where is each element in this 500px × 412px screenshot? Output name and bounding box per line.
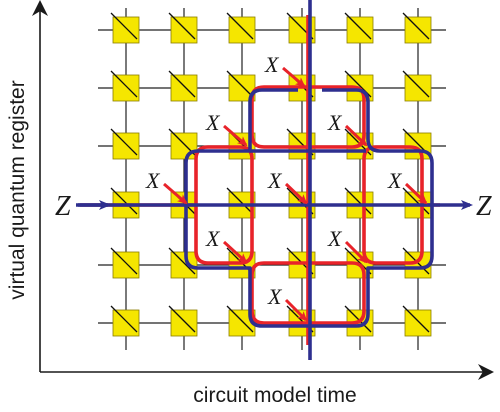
- qubit: [168, 12, 198, 44]
- x-operator-label: X: [205, 226, 221, 251]
- x-operator-arrow: [282, 66, 306, 88]
- red-loops: [80, 15, 440, 345]
- x-operator-label: X: [267, 284, 283, 309]
- blue-loop-main: [184, 88, 434, 328]
- qubit: [226, 12, 256, 44]
- qubit: [110, 128, 140, 160]
- x-operator-label: X: [387, 168, 403, 193]
- x-operator-label: X: [145, 168, 161, 193]
- x-operator-arrow: [404, 182, 428, 205]
- x-operator: X: [205, 226, 248, 264]
- y-axis-label: virtual quantum register: [6, 80, 29, 299]
- qubit: [402, 12, 432, 44]
- qubit: [402, 70, 432, 102]
- blue-loops: [78, 0, 473, 360]
- z-label-left: Z: [55, 191, 71, 222]
- qubit: [110, 12, 140, 44]
- qubit: [110, 305, 140, 337]
- x-operator-arrow: [223, 124, 248, 147]
- x-operator-label: X: [327, 226, 343, 251]
- x-operator-label: X: [205, 110, 221, 135]
- x-operator-arrow: [284, 298, 308, 322]
- qubit: [168, 70, 198, 102]
- qubit: [344, 12, 374, 44]
- x-operator: X: [327, 226, 368, 264]
- x-operator-arrow: [163, 182, 188, 205]
- x-operator: X: [267, 168, 308, 205]
- z-label-right: Z: [476, 191, 492, 222]
- qubit: [344, 187, 374, 219]
- x-operator: X: [205, 110, 248, 147]
- qubit: [110, 70, 140, 102]
- x-operator-label: X: [267, 168, 283, 193]
- x-operator-arrow: [344, 240, 368, 264]
- qubit: [110, 247, 140, 279]
- qubit: [168, 128, 198, 160]
- red-loop-bottom: [250, 261, 366, 325]
- x-operator: X: [145, 168, 188, 205]
- x-axis-label: circuit model time: [193, 384, 356, 407]
- x-operator: X: [267, 284, 308, 322]
- x-operator-label: X: [264, 52, 280, 77]
- qubit: [168, 247, 198, 279]
- x-operators: X X X X X X X X X: [145, 52, 428, 322]
- x-operator: X: [264, 52, 306, 88]
- x-operator-arrow: [344, 124, 368, 147]
- x-operator-arrow: [284, 182, 308, 205]
- axes: circuit model time virtual quantum regis…: [6, 0, 494, 407]
- x-operator: X: [387, 168, 428, 205]
- x-operator: X: [327, 110, 368, 147]
- qubit: [110, 187, 140, 219]
- x-operator-arrow: [222, 240, 248, 264]
- qubit: [168, 305, 198, 337]
- x-operator-label: X: [327, 110, 343, 135]
- lattice-grid: [98, 8, 446, 350]
- qubit: [402, 305, 432, 337]
